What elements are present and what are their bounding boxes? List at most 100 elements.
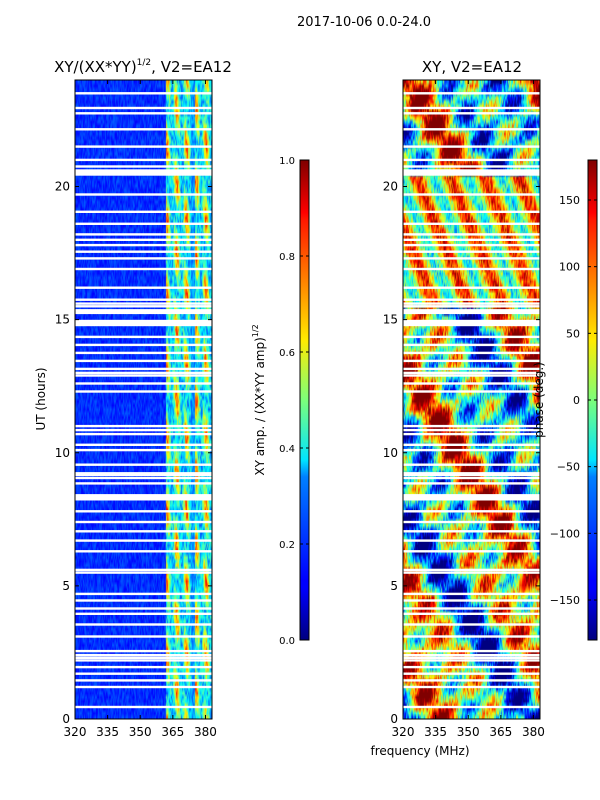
flagged-row	[75, 286, 212, 289]
flagged-row	[75, 382, 212, 385]
flagged-row	[403, 612, 540, 615]
flagged-row	[75, 165, 212, 168]
flagged-row	[403, 298, 540, 301]
flagged-row	[75, 343, 212, 347]
flagged-row	[403, 482, 540, 485]
flagged-row	[403, 222, 540, 225]
amplitude-yticks: 0 5 10 15 20	[55, 180, 212, 726]
flagged-row	[403, 267, 540, 271]
flagged-row	[403, 305, 540, 308]
flagged-row	[403, 92, 540, 95]
phase-yticks: 0 5 10 15 20	[383, 180, 540, 726]
flagged-row	[403, 193, 540, 196]
flagged-row	[75, 359, 212, 363]
flagged-row	[403, 705, 540, 709]
flagged-row	[75, 222, 212, 225]
flagged-row	[403, 319, 540, 323]
flagged-row	[403, 656, 540, 659]
flagged-row	[75, 428, 212, 432]
amplitude-xticks: 320 335 350 365 380	[64, 80, 217, 739]
flagged-row	[75, 367, 212, 371]
xtick-label: 380	[194, 725, 217, 739]
flagged-row	[75, 298, 212, 301]
xtick-label: 350	[129, 725, 152, 739]
ytick-label: 0	[62, 712, 70, 726]
ytick-label: 15	[55, 313, 70, 327]
flagged-row	[75, 672, 212, 675]
flagged-row	[403, 173, 540, 176]
amplitude-panel-title: XY/(XX*YY)1/2, V2=EA12	[54, 58, 232, 76]
flagged-row	[75, 267, 212, 271]
flagged-row	[75, 371, 212, 375]
flagged-row	[403, 233, 540, 236]
colorbar-tick-label: 50	[566, 327, 580, 340]
flagged-row	[75, 145, 212, 148]
flagged-row	[75, 679, 212, 682]
flagged-row	[75, 443, 212, 446]
flagged-row	[75, 250, 212, 253]
flagged-row	[403, 145, 540, 148]
colorbar-tick-label: 0.6	[279, 348, 295, 359]
colorbar-tick-label: 150	[559, 194, 580, 207]
xtick-label: 335	[424, 725, 447, 739]
flagged-row	[75, 635, 212, 638]
flagged-row	[75, 112, 212, 115]
flagged-gap	[75, 169, 212, 174]
flagged-row	[403, 250, 540, 253]
xtick-label: 320	[392, 725, 415, 739]
flagged-row	[403, 374, 540, 377]
amplitude-heatmap	[75, 80, 212, 719]
flagged-row	[75, 665, 212, 669]
flagged-row	[403, 302, 540, 305]
flagged-row	[403, 158, 540, 162]
flagged-row	[75, 498, 212, 501]
flagged-row	[403, 448, 540, 452]
flagged-row	[403, 106, 540, 110]
phase-colorbar: 150 100 50 0 −50 −100 −150 phase (deg.)	[532, 159, 598, 641]
flagged-row	[75, 351, 212, 355]
flagged-row	[75, 432, 212, 436]
ytick-label: 10	[55, 446, 70, 460]
figure-suptitle: 2017-10-06 0.0-24.0	[297, 15, 431, 30]
ytick-label: 15	[383, 313, 398, 327]
flagged-row	[403, 382, 540, 385]
amplitude-colorbar-label: XY amp. / (XX*YY amp)1/2	[251, 324, 267, 475]
flagged-row	[75, 424, 212, 428]
flagged-row	[75, 612, 212, 615]
flagged-row	[75, 659, 212, 662]
colorbar-tick-label: −150	[550, 594, 580, 607]
flagged-row	[75, 550, 212, 553]
phase-panel: XY, V2=EA12 320 335 350 365 380 0 5 10 15 20 fre…	[370, 58, 544, 758]
flagged-gap	[75, 309, 212, 315]
flagged-row	[75, 319, 212, 323]
flagged-row	[403, 530, 540, 533]
flagged-row	[75, 656, 212, 659]
flagged-row	[403, 685, 540, 689]
phase-plot-frame	[402, 79, 541, 720]
flagged-row	[403, 599, 540, 602]
ytick-label: 5	[390, 579, 398, 593]
flagged-row	[403, 257, 540, 260]
phase-colorbar-label: phase (deg.)	[532, 362, 546, 438]
flagged-row	[75, 476, 212, 480]
flagged-gap	[403, 309, 540, 315]
flagged-row	[403, 432, 540, 436]
flagged-row	[403, 463, 540, 466]
amplitude-plot-frame	[74, 79, 213, 720]
flagged-row	[75, 335, 212, 339]
phase-flagged-rows	[403, 92, 540, 709]
colorbar-tick-label: −50	[557, 461, 580, 474]
flagged-gap	[75, 472, 212, 477]
flagged-row	[403, 359, 540, 363]
flagged-row	[403, 571, 540, 574]
phase-xlabel: frequency (MHz)	[370, 744, 469, 758]
flagged-row	[75, 128, 212, 131]
flagged-row	[403, 351, 540, 355]
flagged-row	[75, 520, 212, 524]
flagged-row	[75, 374, 212, 377]
flagged-row	[75, 233, 212, 236]
ytick-label: 20	[55, 180, 70, 194]
amplitude-colorbar: 0.0 0.2 0.4 0.6 0.8 1.0 XY amp. / (XX*YY amp)…	[251, 156, 310, 647]
flagged-row	[403, 679, 540, 682]
